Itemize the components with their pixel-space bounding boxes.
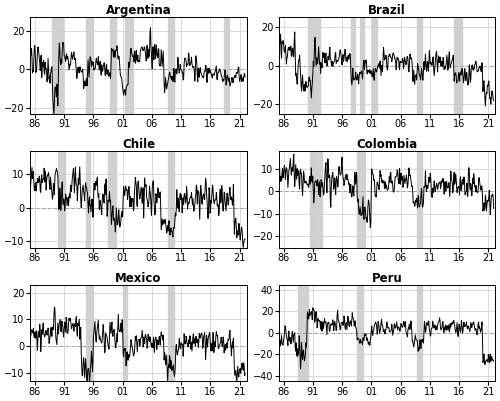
Bar xyxy=(108,151,116,247)
Bar xyxy=(417,17,422,114)
Title: Brazil: Brazil xyxy=(368,4,406,17)
Title: Peru: Peru xyxy=(372,271,402,284)
Bar xyxy=(351,17,355,114)
Bar xyxy=(417,151,422,247)
Bar xyxy=(86,151,90,247)
Bar xyxy=(86,17,94,114)
Bar xyxy=(110,17,116,114)
Bar xyxy=(52,17,63,114)
Bar xyxy=(86,284,94,381)
Bar xyxy=(356,284,362,381)
Bar xyxy=(168,284,173,381)
Bar xyxy=(168,151,173,247)
Bar xyxy=(168,17,173,114)
Bar xyxy=(58,151,66,247)
Bar xyxy=(125,17,133,114)
Bar xyxy=(122,284,128,381)
Bar xyxy=(310,151,322,247)
Bar xyxy=(417,284,422,381)
Bar xyxy=(360,17,364,114)
Bar xyxy=(372,17,376,114)
Bar xyxy=(356,151,366,247)
Title: Argentina: Argentina xyxy=(106,4,172,17)
Bar xyxy=(224,17,229,114)
Bar xyxy=(308,17,320,114)
Bar xyxy=(298,284,308,381)
Title: Mexico: Mexico xyxy=(116,271,162,284)
Title: Colombia: Colombia xyxy=(356,138,418,151)
Bar xyxy=(454,17,462,114)
Title: Chile: Chile xyxy=(122,138,155,151)
